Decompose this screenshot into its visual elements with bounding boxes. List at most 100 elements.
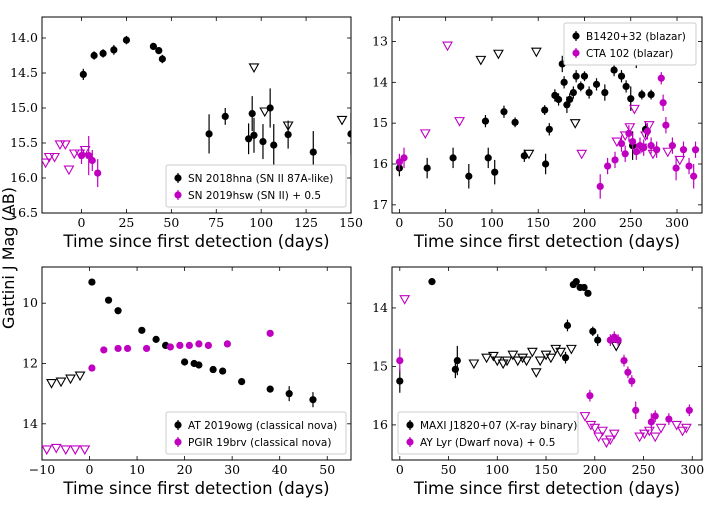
x-tick-label: 250 [619, 215, 643, 230]
legend-box [563, 22, 697, 66]
detection-point [155, 47, 163, 55]
detection-point [195, 361, 203, 369]
detection-point [238, 377, 246, 386]
upper-limit-marker [534, 356, 546, 367]
detection-point [266, 104, 274, 112]
detection-point [560, 78, 568, 86]
detection-point [284, 131, 292, 139]
series-1 [395, 41, 700, 199]
series-0 [46, 278, 317, 408]
series-0 [396, 278, 622, 393]
data-layer [396, 278, 693, 449]
y-tick-label: 15 [372, 115, 388, 130]
detection-point [572, 72, 580, 80]
x-tick-label: 200 [583, 462, 607, 477]
detection-point [668, 142, 676, 150]
x-tick-label: 100 [249, 215, 273, 230]
y-tick-label: 17 [372, 197, 388, 212]
upper-limit-marker [521, 356, 532, 367]
detection-point [223, 340, 231, 348]
y-tick-label: 12 [22, 356, 38, 371]
legend-label: AT 2019owg (classical nova) [188, 420, 337, 432]
x-tick-label: 100 [480, 215, 504, 230]
detection-point [640, 144, 648, 152]
detection-point [104, 296, 113, 304]
detection-point [691, 146, 700, 154]
detection-point [94, 169, 102, 177]
legend: MAXI J1820+07 (X-ray binary) AY Lyr (Dwar… [397, 411, 579, 455]
detection-point [580, 283, 588, 292]
plot-frame [391, 16, 703, 214]
panel-top-right: 0 50 100 150 200 250 300 13 14 15 16 17 Time since f… [372, 16, 703, 251]
detection-point [185, 341, 193, 350]
detection-point [638, 90, 646, 99]
x-tick-label: 0 [86, 462, 94, 477]
detection-point [347, 130, 351, 138]
detection-point [569, 88, 577, 97]
x-tick-label: 20 [177, 462, 193, 477]
upper-limit-marker [569, 119, 581, 129]
upper-limit-marker [677, 426, 688, 437]
upper-limit-marker [530, 368, 542, 378]
detection-point [653, 146, 661, 154]
upper-limit-marker [487, 351, 499, 362]
detection-point [481, 117, 490, 125]
detection-point [596, 182, 604, 191]
detection-point [647, 142, 655, 150]
upper-limit-marker [555, 347, 567, 358]
upper-limit-marker [647, 149, 659, 160]
detection-point [250, 131, 258, 139]
detection-point [589, 327, 597, 335]
detection-point [453, 356, 461, 365]
x-tick-label: 40 [272, 462, 288, 477]
x-tick-label: 50 [438, 215, 454, 230]
x-axis-label: Time since first detection (days) [62, 232, 329, 251]
upper-limit-marker [442, 41, 453, 52]
detection-point [520, 152, 528, 160]
upper-limit-marker [517, 353, 529, 364]
upper-limit-marker [259, 107, 271, 118]
x-tick-label: 100 [485, 462, 509, 477]
upper-limit-marker [565, 344, 577, 355]
x-tick-label: 125 [294, 215, 318, 230]
upper-limit-marker [530, 47, 542, 58]
x-tick-label: 50 [441, 462, 457, 477]
detection-point [601, 88, 609, 97]
legend-label: PGIR 19brv (classical nova) [188, 437, 331, 449]
detection-point [585, 88, 593, 97]
y-axis-label: Gattini J Mag (AB) [0, 187, 18, 329]
data-layer [395, 41, 700, 199]
detection-point [545, 125, 553, 133]
upper-limit-marker [608, 429, 620, 440]
detection-point [586, 392, 594, 400]
detection-point [563, 101, 571, 109]
x-tick-label: 0 [396, 462, 404, 477]
detection-point [685, 406, 693, 414]
upper-limit-marker [492, 49, 504, 60]
detection-point [209, 365, 217, 374]
legend-label: MAXI J1820+07 (X-ray binary) [420, 420, 577, 432]
upper-limit-marker [579, 412, 591, 422]
upper-limit-marker [643, 426, 655, 437]
upper-limit-marker [585, 420, 597, 431]
x-axis-label: Time since first detection (days) [413, 232, 680, 251]
detection-point [580, 72, 589, 80]
upper-limit-marker [639, 429, 650, 440]
detection-point [594, 336, 602, 344]
detection-point [625, 129, 633, 137]
upper-limit-marker [601, 438, 612, 449]
upper-limit-marker [593, 432, 605, 443]
detection-point [611, 156, 619, 164]
plot-frame [391, 266, 703, 461]
detection-point [166, 343, 174, 351]
detection-point [465, 172, 473, 180]
x-tick-label: 300 [665, 215, 689, 230]
legend: AT 2019owg (classical nova) PGIR 19brv (c… [165, 411, 347, 455]
legend-label: SN 2019hsw (SN II) + 0.5 [188, 190, 321, 202]
detection-point [309, 148, 317, 156]
detection-point [400, 154, 408, 162]
detection-point [604, 162, 612, 170]
detection-point [90, 51, 98, 60]
upper-limit-marker [60, 445, 72, 456]
upper-limit-marker [597, 426, 609, 437]
